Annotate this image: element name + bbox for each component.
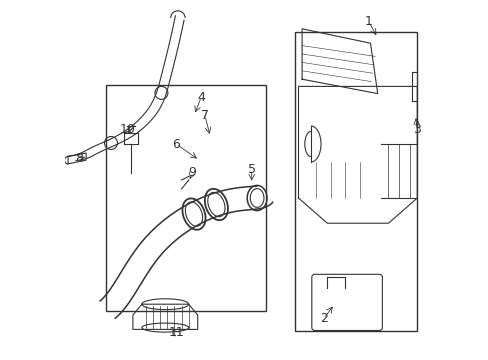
Text: 7: 7 [201, 109, 208, 122]
Text: 4: 4 [197, 91, 205, 104]
Bar [294, 32, 416, 331]
Text: 11: 11 [168, 327, 183, 339]
Text: 8: 8 [75, 152, 83, 165]
Text: 10: 10 [120, 123, 135, 136]
Text: 9: 9 [188, 166, 196, 179]
Text: 6: 6 [172, 138, 180, 150]
Text: 3: 3 [412, 123, 420, 136]
Text: 5: 5 [247, 163, 255, 176]
Bar [106, 85, 265, 311]
Text: 2: 2 [319, 312, 327, 325]
Text: 1: 1 [364, 15, 372, 28]
